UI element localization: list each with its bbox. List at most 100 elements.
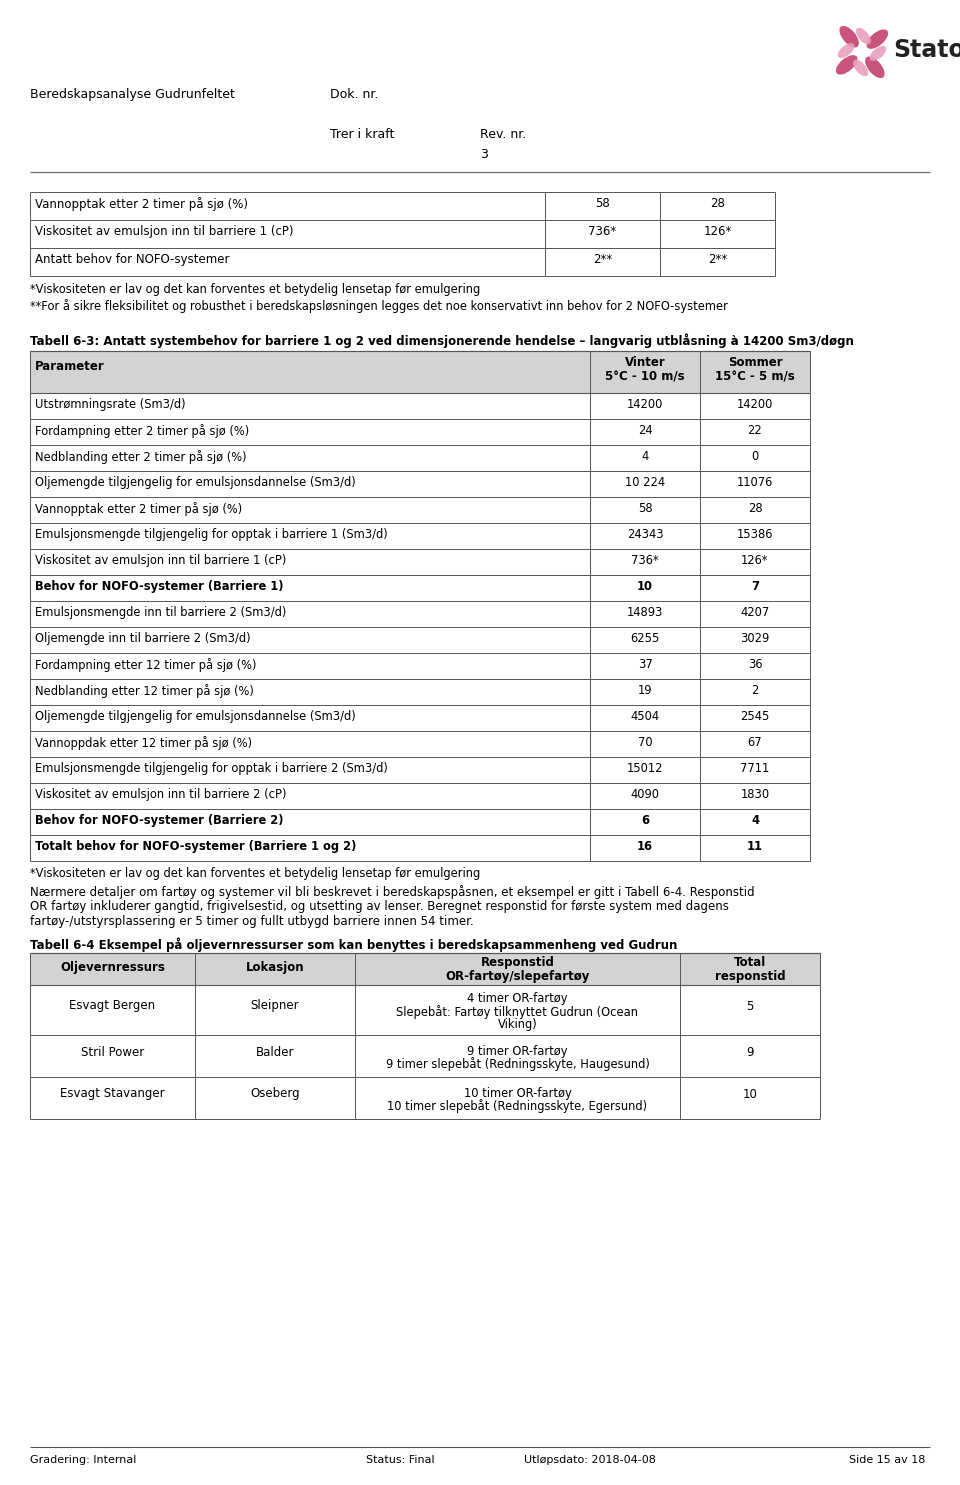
Text: 14200: 14200 — [737, 398, 773, 411]
Text: Emulsjonsmengde inn til barriere 2 (Sm3/d): Emulsjonsmengde inn til barriere 2 (Sm3/… — [35, 606, 286, 619]
Text: Viskositet av emulsjon inn til barriere 1 (cP): Viskositet av emulsjon inn til barriere … — [35, 554, 286, 567]
Text: fartøy-/utstyrsplassering er 5 timer og fullt utbygd barriere innen 54 timer.: fartøy-/utstyrsplassering er 5 timer og … — [30, 915, 473, 928]
Text: 9 timer OR-fartøy: 9 timer OR-fartøy — [468, 1044, 567, 1057]
Text: 58: 58 — [637, 502, 652, 515]
Text: Parameter: Parameter — [35, 359, 105, 373]
Text: 58: 58 — [595, 198, 610, 209]
Text: Nedblanding etter 2 timer på sjø (%): Nedblanding etter 2 timer på sjø (%) — [35, 450, 247, 463]
Text: 4: 4 — [751, 814, 759, 827]
Text: 28: 28 — [710, 198, 725, 209]
Text: Trer i kraft: Trer i kraft — [330, 128, 395, 141]
Text: Fordampning etter 2 timer på sjø (%): Fordampning etter 2 timer på sjø (%) — [35, 425, 250, 438]
Text: Oseberg: Oseberg — [251, 1087, 300, 1100]
Text: Oljevernressurs: Oljevernressurs — [60, 961, 165, 974]
Text: 10: 10 — [637, 581, 653, 593]
Text: 2: 2 — [752, 685, 758, 696]
Text: Vannopptak etter 2 timer på sjø (%): Vannopptak etter 2 timer på sjø (%) — [35, 502, 242, 515]
Text: Oljemengde inn til barriere 2 (Sm3/d): Oljemengde inn til barriere 2 (Sm3/d) — [35, 633, 251, 644]
Text: 6255: 6255 — [631, 633, 660, 644]
Text: **For å sikre fleksibilitet og robusthet i beredskapsløsningen legges det noe ko: **For å sikre fleksibilitet og robusthet… — [30, 298, 728, 313]
Text: Nedblanding etter 12 timer på sjø (%): Nedblanding etter 12 timer på sjø (%) — [35, 685, 253, 698]
Ellipse shape — [839, 25, 859, 48]
Bar — [30, 953, 195, 985]
Bar — [355, 953, 680, 985]
Text: 5°C - 10 m/s: 5°C - 10 m/s — [605, 371, 684, 385]
Text: 2**: 2** — [708, 252, 727, 266]
Text: 736*: 736* — [588, 226, 616, 238]
Text: Gradering: Internal: Gradering: Internal — [30, 1455, 136, 1466]
Ellipse shape — [853, 59, 868, 76]
Text: 10 timer OR-fartøy: 10 timer OR-fartøy — [464, 1087, 571, 1099]
Bar — [590, 350, 700, 394]
Text: 14893: 14893 — [627, 606, 663, 619]
Text: *Viskositeten er lav og det kan forventes et betydelig lensetap før emulgering: *Viskositeten er lav og det kan forvente… — [30, 867, 480, 881]
Text: 24343: 24343 — [627, 529, 663, 541]
Text: Oljemengde tilgjengelig for emulsjonsdannelse (Sm3/d): Oljemengde tilgjengelig for emulsjonsdan… — [35, 710, 356, 723]
Text: 15°C - 5 m/s: 15°C - 5 m/s — [715, 371, 795, 385]
Text: 15012: 15012 — [627, 762, 663, 775]
Text: 126*: 126* — [704, 226, 732, 238]
Text: Responstid: Responstid — [481, 956, 555, 970]
Text: 15386: 15386 — [736, 529, 773, 541]
Text: Total: Total — [733, 956, 766, 970]
Text: Esvagt Bergen: Esvagt Bergen — [69, 999, 156, 1013]
Text: *Viskositeten er lav og det kan forventes et betydelig lensetap før emulgering: *Viskositeten er lav og det kan forvente… — [30, 284, 480, 296]
Text: Viking): Viking) — [497, 1019, 538, 1031]
Text: 0: 0 — [752, 450, 758, 463]
Ellipse shape — [865, 56, 884, 79]
Text: 9 timer slepebåt (Redningsskyte, Haugesund): 9 timer slepebåt (Redningsskyte, Haugesu… — [386, 1057, 649, 1072]
Text: 11: 11 — [747, 841, 763, 852]
Text: 9: 9 — [746, 1045, 754, 1059]
Text: Rev. nr.: Rev. nr. — [480, 128, 526, 141]
Ellipse shape — [836, 55, 857, 74]
Text: Tabell 6-4 Eksempel på oljevernressurser som kan benyttes i beredskapsammenheng : Tabell 6-4 Eksempel på oljevernressurser… — [30, 937, 678, 952]
Text: 3029: 3029 — [740, 633, 770, 644]
Text: Fordampning etter 12 timer på sjø (%): Fordampning etter 12 timer på sjø (%) — [35, 658, 256, 673]
Text: 7: 7 — [751, 581, 759, 593]
Text: 4207: 4207 — [740, 606, 770, 619]
Text: OR fartøy inkluderer gangtid, frigivelsestid, og utsetting av lenser. Beregnet r: OR fartøy inkluderer gangtid, frigivelse… — [30, 900, 729, 913]
Text: 10: 10 — [743, 1087, 757, 1100]
Text: Lokasjon: Lokasjon — [246, 961, 304, 974]
Text: 16: 16 — [636, 841, 653, 852]
Text: 126*: 126* — [741, 554, 769, 567]
Text: Stril Power: Stril Power — [81, 1045, 144, 1059]
Text: 6: 6 — [641, 814, 649, 827]
Ellipse shape — [838, 43, 854, 58]
Text: 28: 28 — [748, 502, 762, 515]
Text: Nærmere detaljer om fartøy og systemer vil bli beskrevet i beredskapspåsnen, et : Nærmere detaljer om fartøy og systemer v… — [30, 885, 755, 898]
Text: Antatt behov for NOFO-systemer: Antatt behov for NOFO-systemer — [35, 252, 229, 266]
Text: Vannoppdak etter 12 timer på sjø (%): Vannoppdak etter 12 timer på sjø (%) — [35, 737, 252, 750]
Text: Behov for NOFO-systemer (Barriere 2): Behov for NOFO-systemer (Barriere 2) — [35, 814, 283, 827]
Text: Balder: Balder — [255, 1045, 295, 1059]
Bar — [30, 350, 590, 394]
Text: Slepebåt: Fartøy tilknyttet Gudrun (Ocean: Slepebåt: Fartøy tilknyttet Gudrun (Ocea… — [396, 1005, 638, 1019]
Text: 2545: 2545 — [740, 710, 770, 723]
Text: 736*: 736* — [631, 554, 659, 567]
Text: 37: 37 — [637, 658, 653, 671]
Text: Utløpsdato: 2018-04-08: Utløpsdato: 2018-04-08 — [524, 1455, 656, 1466]
Text: Emulsjonsmengde tilgjengelig for opptak i barriere 2 (Sm3/d): Emulsjonsmengde tilgjengelig for opptak … — [35, 762, 388, 775]
Text: Behov for NOFO-systemer (Barriere 1): Behov for NOFO-systemer (Barriere 1) — [35, 581, 283, 593]
Text: Viskositet av emulsjon inn til barriere 1 (cP): Viskositet av emulsjon inn til barriere … — [35, 226, 294, 238]
Text: 1830: 1830 — [740, 789, 770, 800]
Text: Oljemengde tilgjengelig for emulsjonsdannelse (Sm3/d): Oljemengde tilgjengelig for emulsjonsdan… — [35, 477, 356, 489]
Text: 2**: 2** — [593, 252, 612, 266]
Bar — [680, 953, 820, 985]
Text: 7711: 7711 — [740, 762, 770, 775]
Text: Vinter: Vinter — [625, 356, 665, 368]
Text: 4090: 4090 — [631, 789, 660, 800]
Text: Dok. nr.: Dok. nr. — [330, 88, 378, 101]
Text: Vannopptak etter 2 timer på sjø (%): Vannopptak etter 2 timer på sjø (%) — [35, 198, 248, 211]
Text: 67: 67 — [748, 737, 762, 748]
Text: 3: 3 — [480, 148, 488, 160]
Text: 4 timer OR-fartøy: 4 timer OR-fartøy — [468, 992, 567, 1005]
Text: 11076: 11076 — [737, 477, 773, 489]
Text: 4: 4 — [641, 450, 649, 463]
Text: responstid: responstid — [714, 970, 785, 983]
Text: 36: 36 — [748, 658, 762, 671]
Bar — [700, 350, 810, 394]
Text: 4504: 4504 — [631, 710, 660, 723]
Text: 10 224: 10 224 — [625, 477, 665, 489]
Text: Sleipner: Sleipner — [251, 999, 300, 1013]
